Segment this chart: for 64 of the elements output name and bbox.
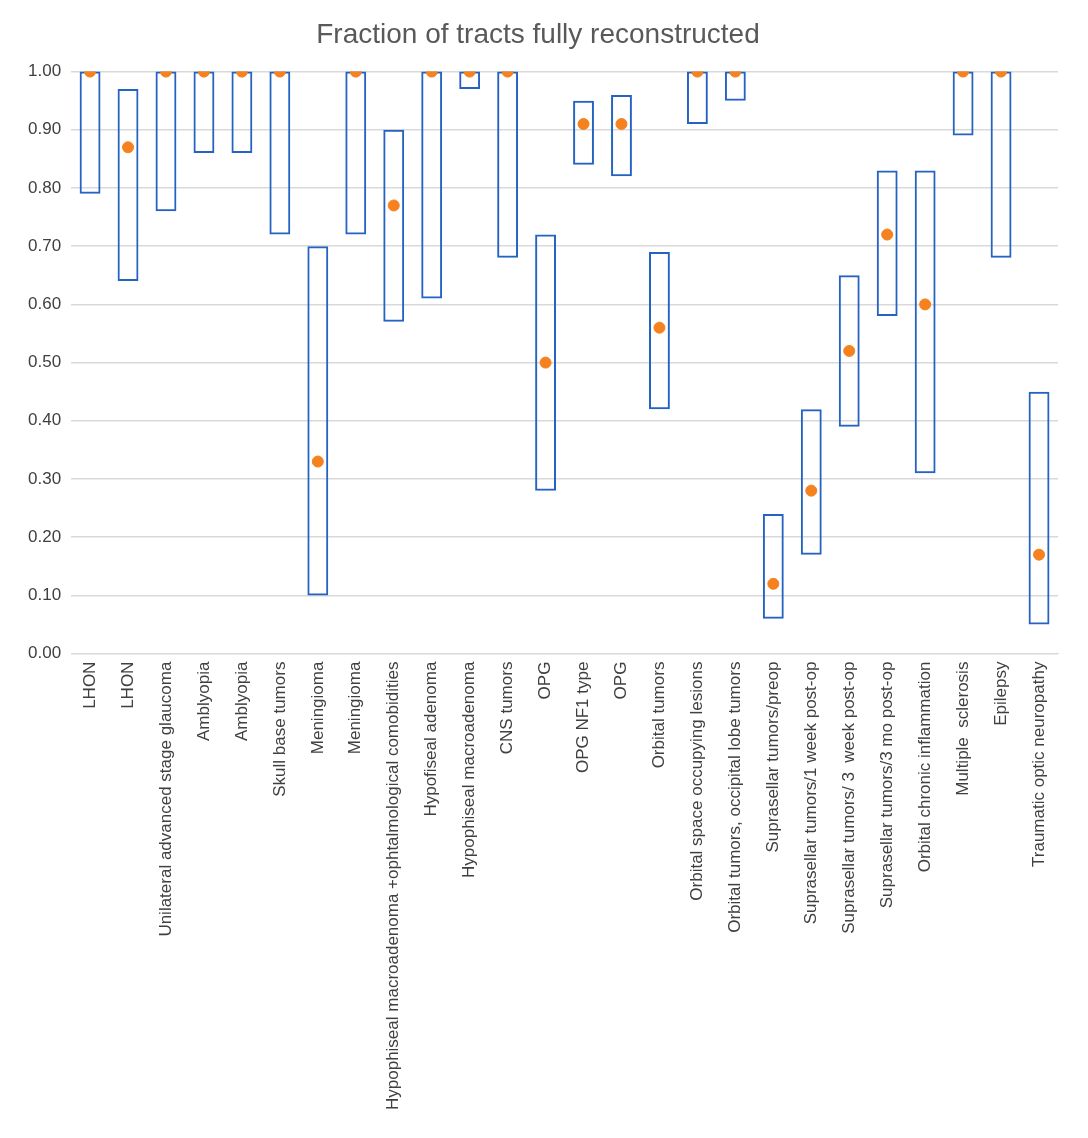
y-tick-label: 0.90 <box>27 119 62 139</box>
y-tick-label: 0.50 <box>27 352 62 372</box>
x-tick-label: Hypofiseal adenoma <box>421 661 441 817</box>
y-tick-label: 0.10 <box>27 585 62 605</box>
x-tick-label: LHON <box>79 661 99 709</box>
y-tick-label: 0.30 <box>27 468 62 488</box>
x-tick-label: Unilateral advanced stage glaucoma <box>155 661 175 937</box>
x-tick-label: Amblyopia <box>193 661 213 741</box>
bar <box>155 71 177 212</box>
point <box>387 199 400 212</box>
x-tick-label: OPG <box>611 661 631 700</box>
x-tick-label: Orbital tumors, occipital lobe tumors <box>725 661 745 933</box>
bar <box>307 246 329 596</box>
bar <box>383 129 405 322</box>
point <box>805 484 818 497</box>
point <box>539 356 552 369</box>
x-tick-label: Suprasellar tumors/ 3 week post-op <box>838 661 858 934</box>
bar <box>914 170 936 474</box>
bar <box>79 71 101 194</box>
x-tick-label: Multiple sclerosis <box>952 661 972 796</box>
point <box>311 455 324 468</box>
x-tick-label: Epilepsy <box>990 661 1010 726</box>
point <box>1033 548 1046 561</box>
x-tick-label: Meningioma <box>307 661 327 755</box>
bar <box>990 71 1012 258</box>
bar <box>535 234 556 491</box>
bar <box>497 71 519 258</box>
y-tick-label: 0.20 <box>27 526 62 546</box>
point <box>767 577 780 590</box>
x-tick-label: Orbital tumors <box>649 661 669 769</box>
y-tick-label: 0.40 <box>27 410 62 430</box>
bar <box>117 89 139 282</box>
x-tick-label: Hypophiseal macroadenoma +ophtalmological comobidities <box>383 661 403 1111</box>
point <box>122 141 135 154</box>
x-tick-label: Skull base tumors <box>269 661 289 797</box>
bar <box>345 71 367 235</box>
point <box>653 321 666 334</box>
x-tick-label: Suprasellar tumors/preop <box>763 661 782 853</box>
bar <box>1028 391 1050 625</box>
x-tick-label: LHON <box>117 661 137 709</box>
bar <box>269 71 291 235</box>
x-tick-label: CNS tumors <box>497 661 517 755</box>
point <box>919 298 932 311</box>
point <box>843 344 856 357</box>
x-tick-label: OPG <box>535 661 555 700</box>
x-tick-label: Suprasellar tumors/3 mo post-op <box>876 661 896 909</box>
y-tick-label: 0.80 <box>27 177 62 197</box>
x-tick-label: Amblyopia <box>231 661 251 741</box>
y-tick-label: 0.00 <box>27 643 62 663</box>
y-tick-label: 1.00 <box>27 61 62 81</box>
y-tick-label: 0.60 <box>27 294 62 314</box>
bar <box>193 71 215 154</box>
chart-title: Fraction of tracts fully reconstructed <box>316 17 760 49</box>
x-tick-label: OPG NF1 type <box>573 661 593 774</box>
x-tick-label: Traumatic optic neuropathy <box>1028 661 1048 867</box>
x-tick-label: Meningioma <box>345 661 365 755</box>
x-tick-label: Orbital space occupying lesions <box>687 661 707 901</box>
bar <box>231 71 253 154</box>
point <box>881 228 894 241</box>
x-tick-label: Hypophiseal macroadenoma <box>459 661 479 879</box>
y-tick-label: 0.70 <box>27 235 62 255</box>
x-tick-label: Suprasellar tumors/1 week post-op <box>800 661 820 925</box>
x-tick-label: Orbital chronic inflammation <box>914 661 934 873</box>
bar <box>421 71 443 299</box>
